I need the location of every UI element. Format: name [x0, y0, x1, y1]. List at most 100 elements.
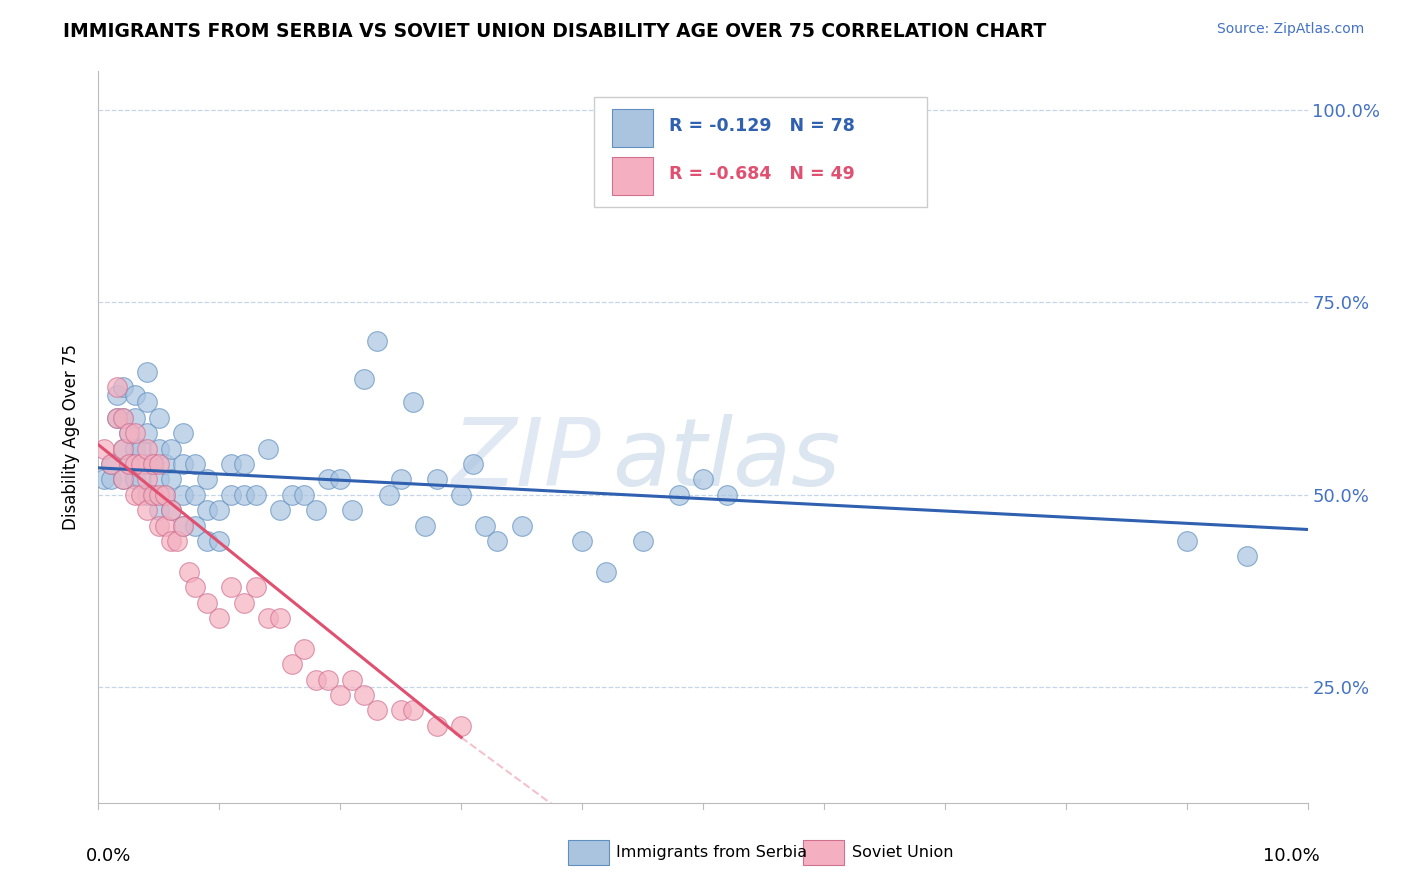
- Point: [172, 457, 194, 471]
- Point: [184, 457, 207, 471]
- Point: [148, 457, 170, 471]
- Point: [595, 565, 617, 579]
- Point: [316, 472, 339, 486]
- Point: [474, 518, 496, 533]
- Point: [142, 488, 165, 502]
- Point: [256, 611, 278, 625]
- Point: [111, 380, 134, 394]
- Point: [135, 472, 157, 486]
- Point: [413, 518, 436, 533]
- Point: [221, 488, 243, 502]
- Point: [179, 565, 201, 579]
- Point: [135, 488, 157, 502]
- Point: [184, 518, 207, 533]
- Point: [281, 488, 304, 502]
- Point: [160, 534, 183, 549]
- Point: [153, 518, 176, 533]
- Point: [463, 457, 485, 471]
- Point: [160, 472, 183, 486]
- Point: [366, 703, 388, 717]
- Point: [118, 426, 141, 441]
- Point: [450, 488, 472, 502]
- Point: [105, 380, 128, 394]
- Point: [353, 372, 375, 386]
- Point: [510, 518, 533, 533]
- Point: [111, 410, 134, 425]
- Point: [232, 596, 254, 610]
- FancyBboxPatch shape: [568, 840, 609, 865]
- Point: [377, 488, 399, 502]
- Text: Immigrants from Serbia: Immigrants from Serbia: [616, 845, 807, 860]
- Point: [184, 580, 207, 594]
- Point: [389, 472, 412, 486]
- Point: [124, 472, 146, 486]
- Point: [269, 503, 291, 517]
- Point: [124, 388, 146, 402]
- Point: [148, 518, 170, 533]
- Point: [135, 442, 157, 456]
- Point: [195, 534, 218, 549]
- Point: [402, 395, 425, 409]
- Point: [148, 442, 170, 456]
- Point: [105, 410, 128, 425]
- Point: [160, 503, 183, 517]
- Point: [153, 488, 176, 502]
- Point: [135, 395, 157, 409]
- Point: [100, 472, 122, 486]
- Point: [118, 457, 141, 471]
- Point: [124, 410, 146, 425]
- Point: [111, 472, 134, 486]
- Point: [142, 488, 165, 502]
- Point: [195, 503, 218, 517]
- Text: R = -0.684   N = 49: R = -0.684 N = 49: [669, 166, 855, 184]
- Point: [1236, 549, 1258, 564]
- Point: [232, 457, 254, 471]
- Point: [105, 388, 128, 402]
- Point: [208, 534, 231, 549]
- Point: [292, 641, 315, 656]
- Point: [93, 472, 115, 486]
- Text: 10.0%: 10.0%: [1263, 847, 1320, 864]
- Point: [208, 503, 231, 517]
- Point: [631, 534, 654, 549]
- Point: [305, 503, 328, 517]
- Point: [208, 611, 231, 625]
- Point: [316, 673, 339, 687]
- Point: [100, 457, 122, 471]
- Point: [221, 457, 243, 471]
- Point: [160, 442, 183, 456]
- Point: [232, 488, 254, 502]
- Point: [450, 719, 472, 733]
- Point: [402, 703, 425, 717]
- Point: [426, 719, 449, 733]
- Point: [329, 472, 352, 486]
- Text: Source: ZipAtlas.com: Source: ZipAtlas.com: [1216, 22, 1364, 37]
- Point: [148, 503, 170, 517]
- FancyBboxPatch shape: [803, 840, 845, 865]
- Point: [172, 426, 194, 441]
- Point: [389, 703, 412, 717]
- Point: [329, 688, 352, 702]
- Text: ZIP: ZIP: [450, 414, 600, 505]
- Point: [486, 534, 509, 549]
- Point: [153, 488, 176, 502]
- Point: [716, 488, 738, 502]
- Point: [353, 688, 375, 702]
- Point: [426, 472, 449, 486]
- Point: [148, 472, 170, 486]
- Point: [124, 426, 146, 441]
- Point: [668, 488, 690, 502]
- Point: [184, 488, 207, 502]
- Point: [195, 596, 218, 610]
- Point: [148, 410, 170, 425]
- Point: [118, 457, 141, 471]
- Point: [93, 442, 115, 456]
- Point: [129, 472, 152, 486]
- Text: 0.0%: 0.0%: [86, 847, 132, 864]
- Point: [148, 488, 170, 502]
- Point: [160, 503, 183, 517]
- Point: [281, 657, 304, 672]
- Point: [692, 472, 714, 486]
- FancyBboxPatch shape: [613, 109, 654, 147]
- Point: [342, 673, 364, 687]
